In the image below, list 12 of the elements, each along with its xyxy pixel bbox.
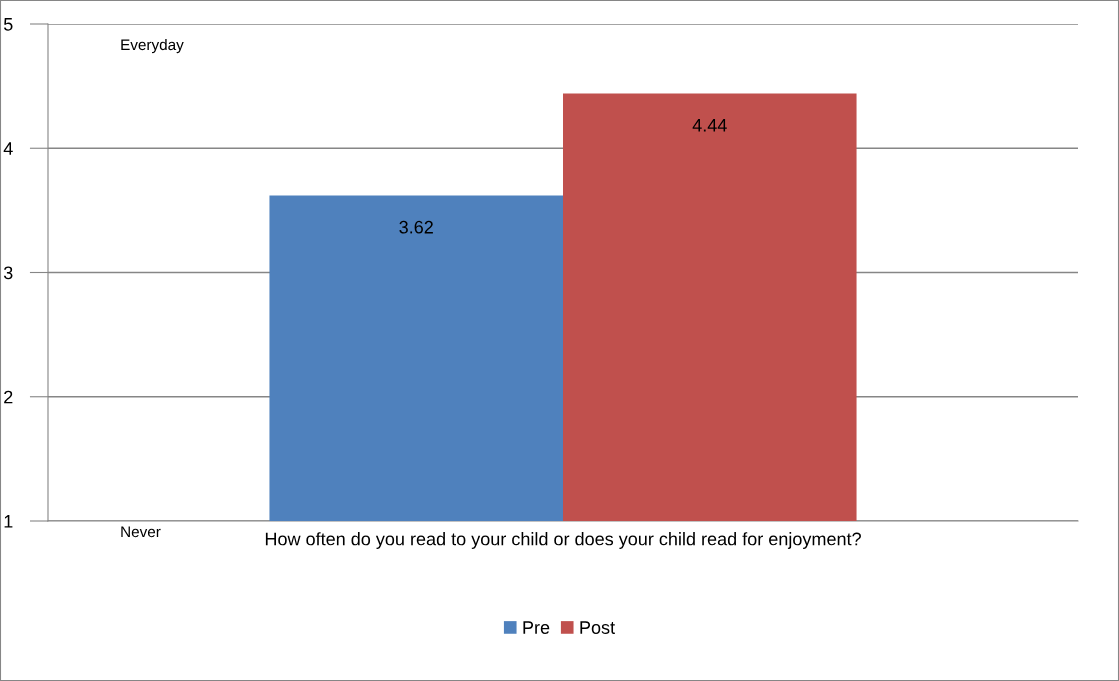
y-tick-label: 4: [3, 142, 13, 155]
legend-label: Post: [580, 621, 615, 634]
y-tick-label: 2: [4, 390, 13, 404]
y-tick-label: 5: [3, 18, 13, 31]
annotation: Everyday: [121, 38, 184, 54]
data-label: 3.62: [399, 220, 433, 234]
data-label: 4.44: [692, 119, 727, 132]
text: Never: [121, 526, 161, 538]
y-tick-label: 3: [3, 266, 13, 280]
y-tick-label: 1: [4, 515, 13, 528]
legend-label: Pre: [523, 621, 550, 634]
x-tick-label: How often do you read to your child or does your child read for enjoyment?: [265, 532, 861, 549]
